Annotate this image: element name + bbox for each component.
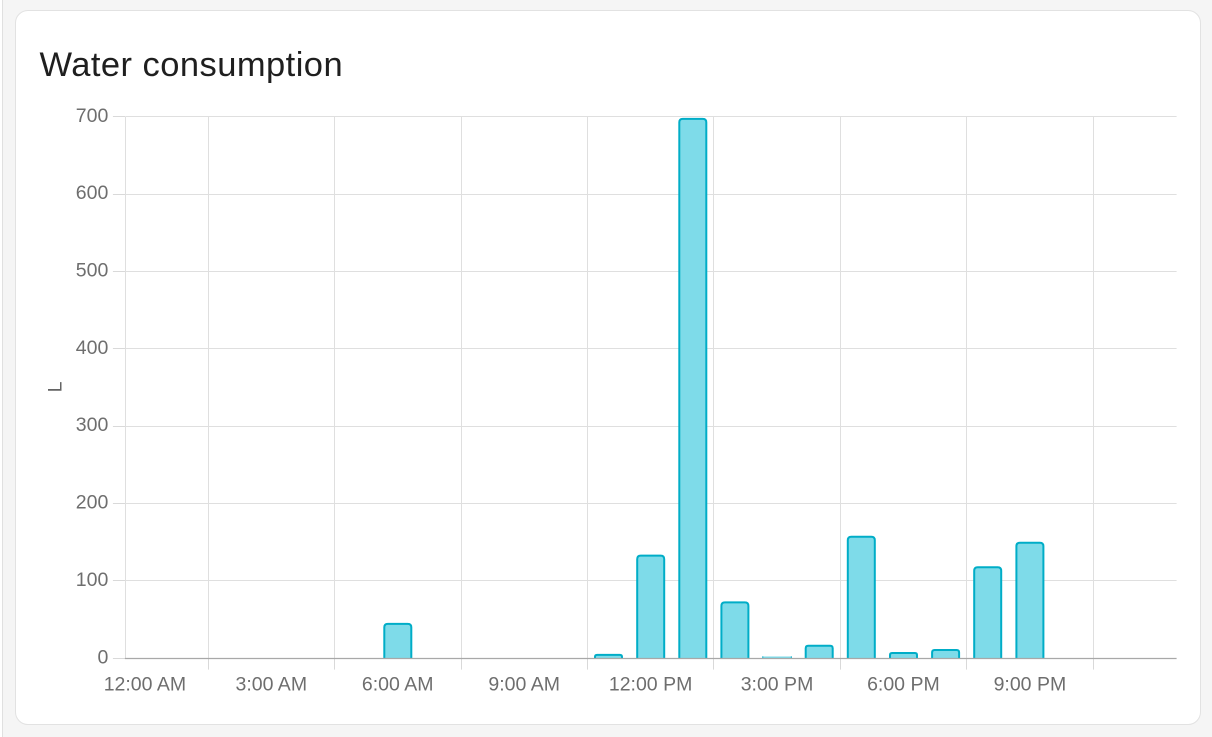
svg-text:200: 200 <box>76 492 109 514</box>
svg-text:0: 0 <box>97 646 108 668</box>
svg-text:3:00 AM: 3:00 AM <box>236 674 308 696</box>
svg-text:6:00 PM: 6:00 PM <box>867 674 940 696</box>
svg-text:9:00 AM: 9:00 AM <box>488 674 560 696</box>
svg-text:12:00 PM: 12:00 PM <box>609 674 692 696</box>
svg-text:700: 700 <box>76 105 109 127</box>
svg-text:600: 600 <box>76 182 109 204</box>
svg-text:12:00 AM: 12:00 AM <box>104 674 186 696</box>
svg-text:500: 500 <box>76 260 109 282</box>
svg-text:100: 100 <box>76 569 109 591</box>
svg-text:3:00 PM: 3:00 PM <box>741 674 814 696</box>
svg-text:400: 400 <box>76 337 109 359</box>
svg-text:L: L <box>44 381 66 392</box>
svg-text:9:00 PM: 9:00 PM <box>994 674 1067 696</box>
svg-text:6:00 AM: 6:00 AM <box>362 674 434 696</box>
svg-text:300: 300 <box>76 414 109 436</box>
